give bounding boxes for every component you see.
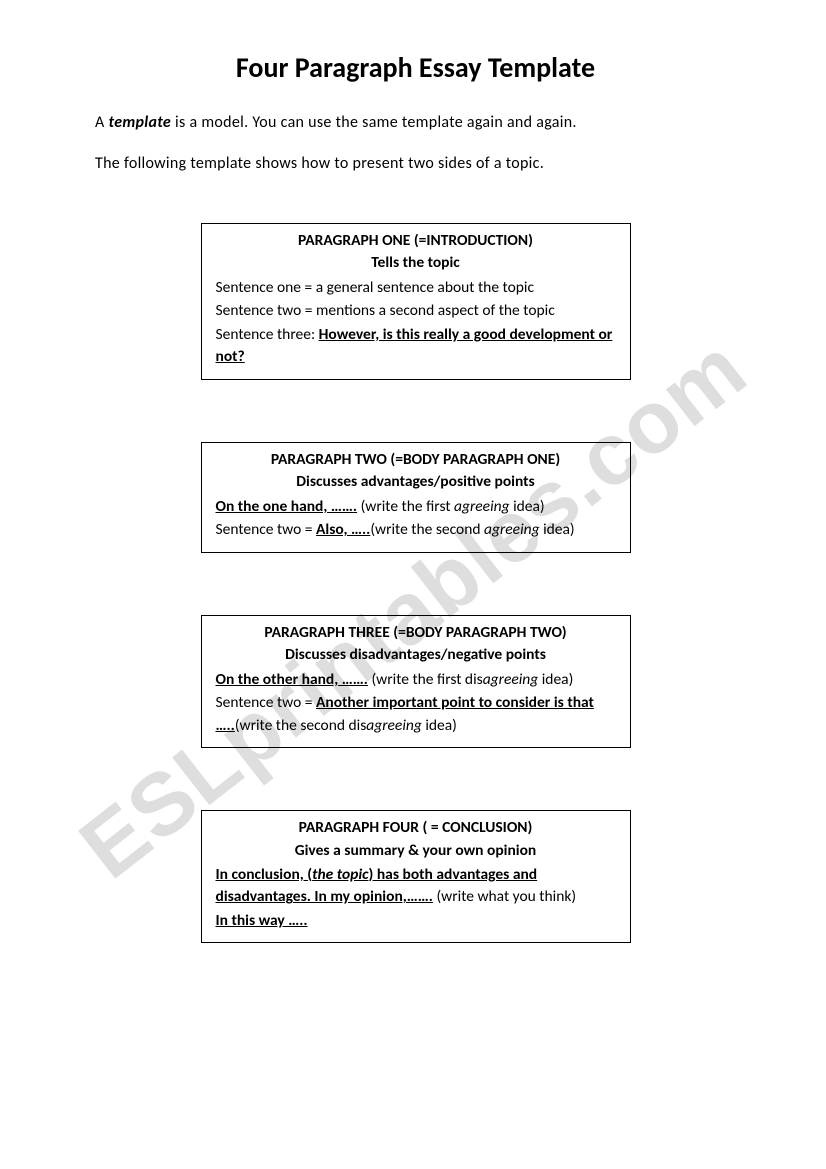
page-content: Four Paragraph Essay Template A template… [0,0,826,983]
text-run: Sentence two = mentions a second aspect … [216,301,555,320]
text-run: (write the first dis [368,670,483,689]
box-heading: PARAGRAPH THREE (=BODY PARAGRAPH TWO) [216,622,616,644]
box-heading: PARAGRAPH ONE (=INTRODUCTION) [216,230,616,252]
intro-line-1: A template is a model. You can use the s… [95,113,736,132]
intro1-em: template [108,113,171,132]
box-line: Sentence three: However, is this really … [216,324,616,369]
box-line: On the one hand, ……. (write the first ag… [216,496,616,518]
box-subheading: Tells the topic [216,252,616,274]
text-run: In conclusion, ( [216,865,313,884]
text-run: idea) [510,497,545,516]
intro1-post: is a model. You can use the same templat… [171,113,577,132]
text-run: (write the second dis [235,716,366,735]
box-subheading: Gives a summary & your own opinion [216,840,616,862]
intro1-pre: A [95,113,108,132]
text-run: (write the first [357,497,454,516]
box-line: Sentence one = a general sentence about … [216,277,616,299]
box-heading: PARAGRAPH TWO (=BODY PARAGRAPH ONE) [216,449,616,471]
box-line: Sentence two = Also, …..(write the secon… [216,519,616,541]
box-line: On the other hand, ……. (write the first … [216,669,616,691]
text-run: In this way ….. [216,911,308,930]
text-run: idea) [540,520,575,539]
text-run: Sentence three: [216,325,319,344]
text-run: idea) [538,670,573,689]
text-run: On the other hand, ……. [216,670,368,689]
page-title: Four Paragraph Essay Template [95,50,736,85]
text-run: Also, ….. [316,520,370,539]
text-run: idea) [422,716,457,735]
box-line: Sentence two = Another important point t… [216,692,616,737]
text-run: Sentence one = a general sentence about … [216,278,535,297]
box-subheading: Discusses advantages/positive points [216,471,616,493]
intro-line-2: The following template shows how to pres… [95,154,736,173]
text-run: (write what you think) [433,887,576,906]
box-subheading: Discusses disadvantages/negative points [216,644,616,666]
text-run: Sentence two = [216,693,317,712]
text-run: agreeing [454,497,510,516]
paragraph-box-3: PARAGRAPH THREE (=BODY PARAGRAPH TWO)Dis… [201,615,631,748]
text-run: agreeing [483,670,539,689]
text-run: agreeing [484,520,540,539]
paragraph-box-2: PARAGRAPH TWO (=BODY PARAGRAPH ONE)Discu… [201,442,631,553]
box-line: Sentence two = mentions a second aspect … [216,300,616,322]
box-heading: PARAGRAPH FOUR ( = CONCLUSION) [216,817,616,839]
paragraph-box-1: PARAGRAPH ONE (=INTRODUCTION)Tells the t… [201,223,631,380]
text-run: the topic [312,865,368,884]
boxes-container: PARAGRAPH ONE (=INTRODUCTION)Tells the t… [95,223,736,943]
text-run: agreeing [366,716,422,735]
text-run: On the one hand, ……. [216,497,358,516]
text-run: Sentence two = [216,520,317,539]
box-line: In this way ….. [216,910,616,932]
text-run: (write the second [370,520,484,539]
box-line: In conclusion, (the topic) has both adva… [216,864,616,909]
paragraph-box-4: PARAGRAPH FOUR ( = CONCLUSION)Gives a su… [201,810,631,943]
